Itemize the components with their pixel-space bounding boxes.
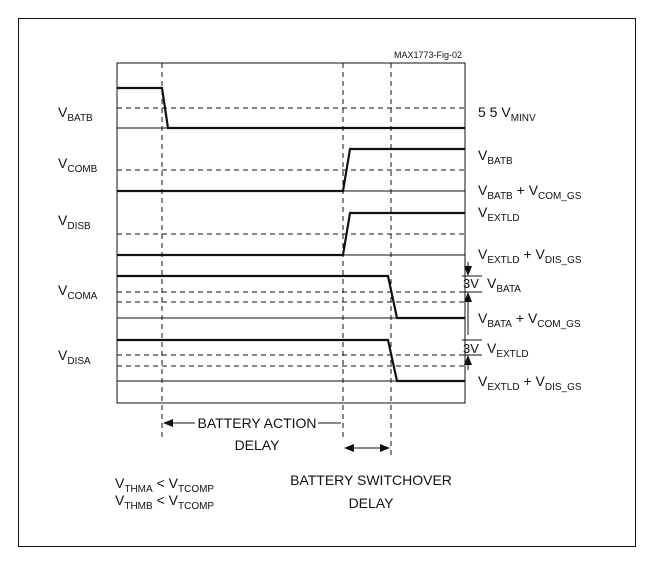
level-label: VEXTLD + VDIS_GS — [478, 373, 582, 393]
subscript: COMA — [67, 291, 97, 302]
subscript: THMB — [124, 501, 153, 512]
delay-label: DELAY — [349, 495, 395, 511]
text-part: V — [58, 212, 68, 228]
signal-label: VBATB — [58, 104, 93, 124]
signal-label: VDISB — [58, 212, 91, 232]
text-part: V — [478, 246, 488, 262]
subscript: DISB — [67, 221, 91, 232]
step-arrows — [462, 262, 482, 370]
subscript: BATA — [496, 284, 521, 295]
delay-label: BATTERY SWITCHOVER — [290, 472, 452, 488]
time-markers — [161, 63, 392, 455]
level-label: VBATB + VCOM_GS — [478, 182, 582, 202]
text-part: V — [58, 104, 68, 120]
condition-label: VTHMB < VTCOMP — [115, 492, 214, 512]
delay-label: DELAY — [235, 437, 281, 453]
text-part: V — [478, 182, 488, 198]
delay-arrows — [163, 419, 390, 452]
subscript: BATB — [487, 191, 513, 202]
level-label: VEXTLD — [478, 204, 520, 224]
level-label: VBATB — [478, 147, 513, 167]
text-part: V — [478, 373, 488, 389]
text-part: V — [115, 492, 125, 508]
text-part: + V — [513, 182, 539, 198]
level-label: VEXTLD + VDIS_GS — [478, 246, 582, 266]
subscript: THMA — [124, 484, 153, 495]
delay-label: BATTERY ACTION — [197, 415, 316, 431]
text-part: V — [478, 204, 488, 220]
frame — [18, 18, 636, 547]
level-label: VEXTLD — [487, 340, 529, 360]
subscript: EXTLD — [496, 349, 528, 360]
figure-id: MAX1773-Fig-02 — [394, 50, 462, 60]
level-label: VBATA + VCOM_GS — [478, 310, 581, 330]
subscript: BATB — [67, 113, 93, 124]
text-part: V — [115, 475, 125, 491]
subscript: COMB — [67, 164, 97, 175]
subscript: EXTLD — [487, 382, 519, 393]
text-part: V — [58, 347, 68, 363]
signal-label: VCOMA — [58, 282, 98, 302]
text-part: V — [487, 275, 497, 291]
subscript: BATB — [487, 156, 513, 167]
subscript: TCOMP — [178, 501, 214, 512]
subscript: TCOMP — [178, 484, 214, 495]
text-part: V — [487, 340, 497, 356]
subscript: COM_GS — [538, 191, 582, 202]
subscript: DIS_GS — [545, 382, 582, 393]
text-part: + V — [520, 373, 546, 389]
plot-box — [116, 62, 466, 404]
signal-label: VCOMB — [58, 155, 98, 175]
subscript: MINV — [511, 113, 536, 124]
text-part: V — [58, 282, 68, 298]
level-label: VBATA — [487, 275, 521, 295]
signal-label: VDISA — [58, 347, 91, 367]
text-part: V — [478, 310, 488, 326]
text-part: 5 5 V — [478, 104, 511, 120]
text-part: V — [478, 147, 488, 163]
text-part: V — [58, 155, 68, 171]
text-part: < V — [153, 492, 179, 508]
subscript: EXTLD — [487, 213, 519, 224]
step-label: 3V — [463, 276, 479, 291]
waveforms — [117, 86, 465, 383]
subscript: BATA — [487, 319, 512, 330]
subscript: COM_GS — [537, 319, 581, 330]
level-label: 5 5 VMINV — [478, 104, 536, 124]
subscript: EXTLD — [487, 255, 519, 266]
text-part: + V — [520, 246, 546, 262]
text-part: < V — [153, 475, 179, 491]
subscript: DIS_GS — [545, 255, 582, 266]
subscript: DISA — [67, 356, 91, 367]
text-part: + V — [512, 310, 538, 326]
step-label: 3V — [463, 341, 479, 356]
condition-label: VTHMA < VTCOMP — [115, 475, 214, 495]
